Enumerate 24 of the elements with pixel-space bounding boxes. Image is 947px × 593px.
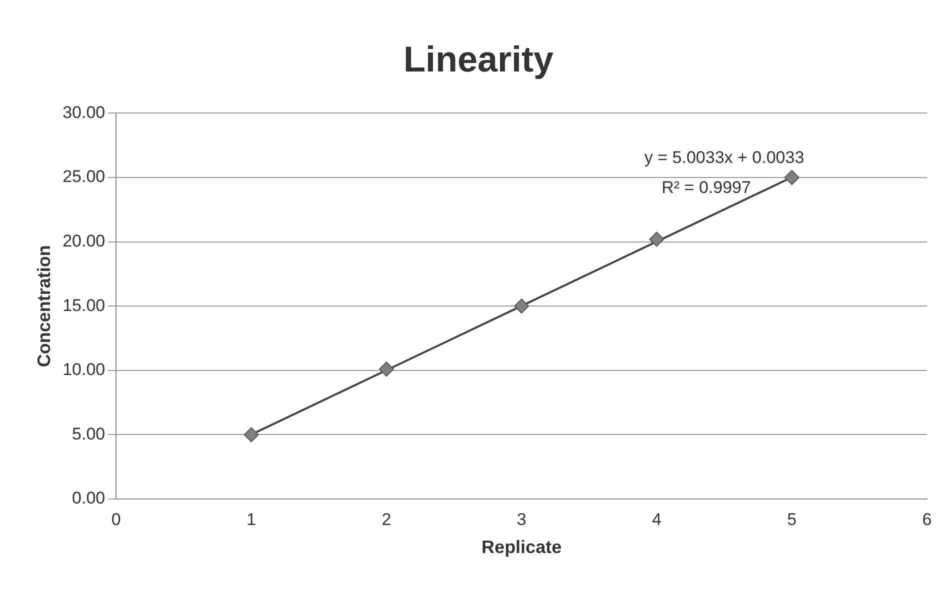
x-tick-label: 6: [922, 510, 932, 529]
y-tick-label: 20.00: [62, 231, 106, 250]
x-tick-label: 4: [652, 510, 662, 529]
point: [649, 232, 664, 247]
annotation: y = 5.0033x + 0.0033: [644, 148, 804, 167]
y-tick-label: 25.00: [62, 167, 106, 186]
chart-title: Linearity: [403, 38, 554, 80]
x-tick-label: 0: [111, 510, 121, 529]
x-tick-label: 1: [246, 510, 256, 529]
x-axis-title: Replicate: [482, 537, 562, 558]
x-tick-label: 5: [787, 510, 797, 529]
y-tick-label: 0.00: [72, 488, 106, 508]
point: [378, 362, 394, 377]
y-tick-label: 15.00: [62, 296, 106, 315]
y-axis-title: Concentration: [34, 245, 54, 368]
point: [784, 170, 800, 185]
y-tick-label: 5.00: [72, 424, 106, 444]
x-tick-label: 2: [382, 510, 392, 529]
y-tick-label: 30.00: [62, 102, 106, 122]
annotation: R² = 0.9997: [662, 178, 751, 197]
x-tick-label: 3: [516, 510, 526, 529]
point: [244, 427, 259, 442]
point: [514, 298, 530, 314]
y-tick-label: 10.00: [62, 360, 106, 380]
